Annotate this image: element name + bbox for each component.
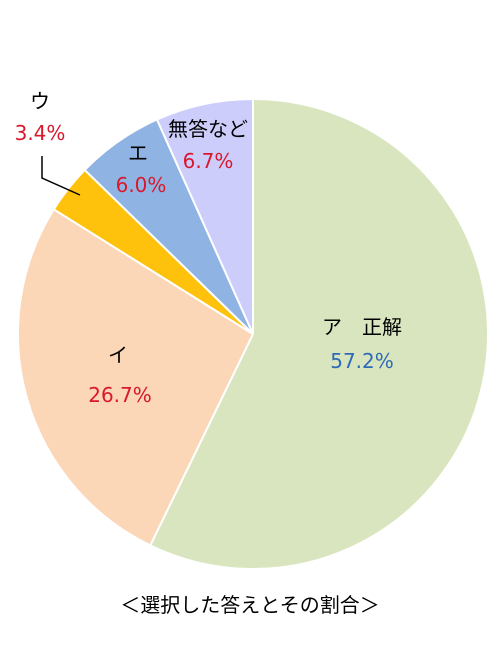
slice-value-label: 6.7%: [183, 149, 234, 173]
leader-line: [41, 156, 81, 196]
slice-value-label: 57.2%: [330, 349, 394, 373]
slice-label: ア 正解: [322, 315, 402, 339]
pie-slice: [155, 97, 254, 335]
slice-label: ウ: [30, 89, 50, 113]
slice-value-label: 3.4%: [15, 121, 66, 145]
slice-value-label: 26.7%: [88, 383, 152, 407]
slice-label: 無答など: [168, 117, 248, 141]
slice-value-label: 6.0%: [116, 173, 167, 197]
pie-slice: [148, 97, 489, 570]
pie-slice: [17, 207, 255, 547]
chart-title: ＜選択した答えとその割合＞: [120, 593, 379, 617]
slice-label: エ: [128, 141, 148, 165]
slice-label: イ: [108, 343, 128, 367]
